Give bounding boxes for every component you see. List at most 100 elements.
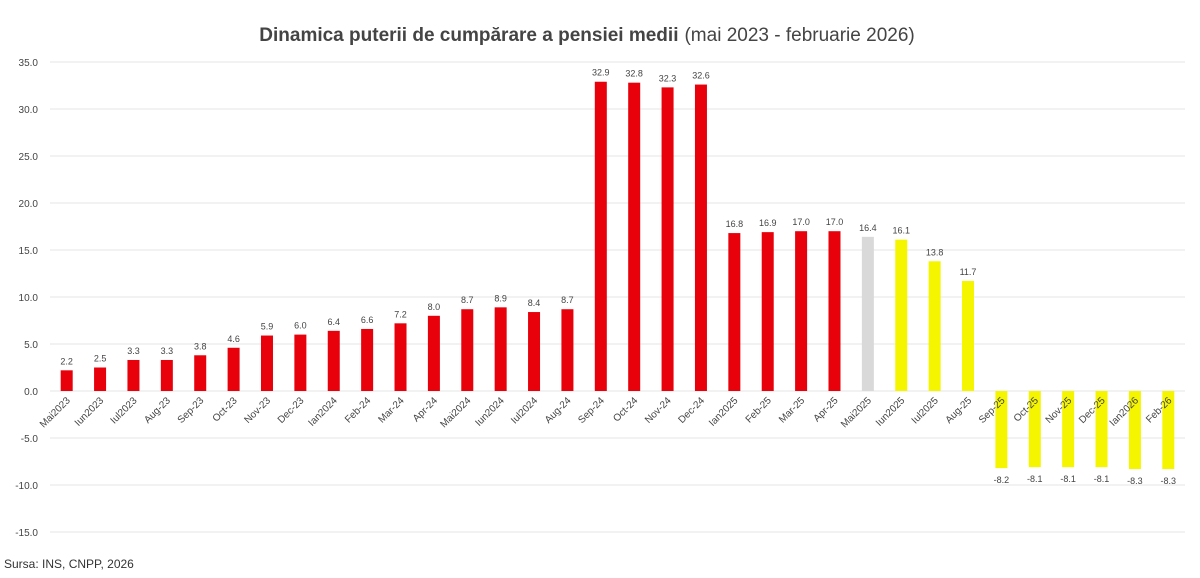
bar — [528, 312, 541, 391]
bar — [227, 347, 240, 391]
data-label: 8.9 — [494, 293, 507, 303]
data-label: 32.9 — [592, 68, 610, 78]
bar — [628, 82, 641, 392]
y-tick-label: 20.0 — [19, 199, 39, 210]
data-label: -8.1 — [1094, 474, 1110, 484]
data-label: 8.7 — [561, 295, 574, 305]
x-tick-label: Aug-24 — [543, 395, 574, 426]
data-label: 2.5 — [94, 354, 107, 364]
data-labels: 2.2 2.5 3.3 3.3 3.8 4.6 5.9 6.0 6.4 6.6 7.2 8.0 8.7 8… — [60, 68, 1176, 486]
data-label: -8.2 — [994, 475, 1010, 485]
x-tick-label: Ian2024 — [307, 395, 341, 429]
data-label: 3.3 — [127, 346, 140, 356]
data-label: -8.3 — [1127, 476, 1143, 486]
bar — [394, 323, 407, 391]
bar — [94, 367, 107, 391]
bar — [294, 334, 307, 391]
y-tick-label: 35.0 — [19, 58, 39, 69]
bar — [728, 233, 741, 391]
bar — [694, 84, 707, 391]
data-label: 2.2 — [60, 356, 73, 366]
bar — [761, 232, 774, 391]
bar — [995, 391, 1008, 469]
data-label: 17.0 — [826, 217, 844, 227]
bar — [361, 328, 374, 391]
x-tick-label: Nov-24 — [643, 395, 674, 426]
bar — [1162, 391, 1175, 470]
x-tick-label: Ian2025 — [707, 395, 741, 429]
x-tick-label: Iul2024 — [509, 395, 540, 426]
y-tick-label: -10.0 — [15, 481, 38, 492]
bar — [494, 307, 507, 391]
y-tick-label: -5.0 — [21, 434, 39, 445]
bar — [561, 309, 574, 391]
bar — [60, 370, 73, 391]
data-label: 8.0 — [428, 302, 441, 312]
x-tick-label: Dec-23 — [276, 395, 307, 426]
bar — [861, 236, 874, 391]
bar — [594, 81, 607, 392]
x-tick-label: Dec-24 — [676, 395, 707, 426]
x-tick-label: Iul2025 — [910, 395, 941, 426]
bar — [327, 330, 340, 391]
bar — [194, 355, 207, 391]
x-tick-label: Nov-23 — [243, 395, 274, 426]
data-label: 4.6 — [227, 334, 240, 344]
data-label: 3.8 — [194, 341, 207, 351]
bar — [895, 239, 908, 391]
x-tick-label: Oct-23 — [211, 395, 240, 424]
data-label: 6.4 — [327, 317, 340, 327]
y-tick-label: -15.0 — [15, 528, 38, 539]
y-tick-label: 30.0 — [19, 105, 39, 116]
data-label: -8.1 — [1060, 474, 1076, 484]
x-tick-label: Mai2025 — [839, 395, 874, 430]
x-tick-label: Iun2024 — [473, 395, 507, 429]
x-tick-label: Aug-23 — [142, 395, 173, 426]
data-label: 32.3 — [659, 73, 677, 83]
x-tick-label: Sep-23 — [176, 395, 207, 426]
x-tick-label: Mar-25 — [777, 395, 807, 425]
data-label: 16.8 — [726, 219, 744, 229]
bar — [795, 231, 808, 391]
x-tick-label: Apr-24 — [411, 395, 440, 424]
data-label: 6.6 — [361, 315, 374, 325]
bar — [928, 261, 941, 391]
chart-title-block: Dinamica puterii de cumpărare a pensiei … — [259, 25, 914, 46]
x-tick-label: Apr-25 — [812, 395, 841, 424]
source-note: Sursa: INS, CNPP, 2026 — [4, 557, 134, 571]
bar — [127, 359, 140, 391]
x-tick-label: Sep-24 — [576, 395, 607, 426]
y-axis-ticks: -15.0 -10.0 -5.0 0.0 5.0 10.0 15.0 20.0 25.0 30.0… — [15, 58, 38, 539]
bar — [461, 309, 474, 391]
data-label: 17.0 — [792, 217, 810, 227]
data-label: 3.3 — [161, 346, 174, 356]
x-tick-label: Iun2023 — [73, 395, 107, 429]
x-tick-label: Feb-24 — [343, 395, 373, 425]
x-tick-label: Iun2025 — [874, 395, 908, 429]
x-tick-label: Oct-24 — [611, 395, 640, 424]
bar — [260, 335, 273, 391]
y-tick-label: 5.0 — [24, 340, 38, 351]
x-tick-label: Iul2023 — [109, 395, 140, 426]
data-label: 13.8 — [926, 247, 944, 257]
x-tick-label: Feb-25 — [744, 395, 774, 425]
chart-subtitle: (mai 2023 - februarie 2026) — [684, 25, 914, 46]
data-label: 11.7 — [960, 267, 977, 277]
y-tick-label: 15.0 — [19, 246, 39, 257]
x-tick-label: Aug-25 — [944, 395, 975, 426]
data-label: 32.6 — [692, 71, 710, 81]
data-label: -8.1 — [1027, 474, 1043, 484]
x-tick-label: Mai2024 — [438, 395, 473, 430]
bar — [1128, 391, 1141, 470]
gridlines — [50, 61, 1185, 533]
data-label: 16.1 — [892, 226, 910, 236]
bar — [1062, 391, 1075, 468]
bar — [661, 87, 674, 391]
bar — [1028, 391, 1041, 468]
bars — [60, 81, 1175, 470]
x-tick-label: Mai2023 — [38, 395, 73, 430]
x-tick-label: Mar-24 — [376, 395, 406, 425]
bar — [828, 231, 841, 391]
y-tick-label: 25.0 — [19, 152, 39, 163]
